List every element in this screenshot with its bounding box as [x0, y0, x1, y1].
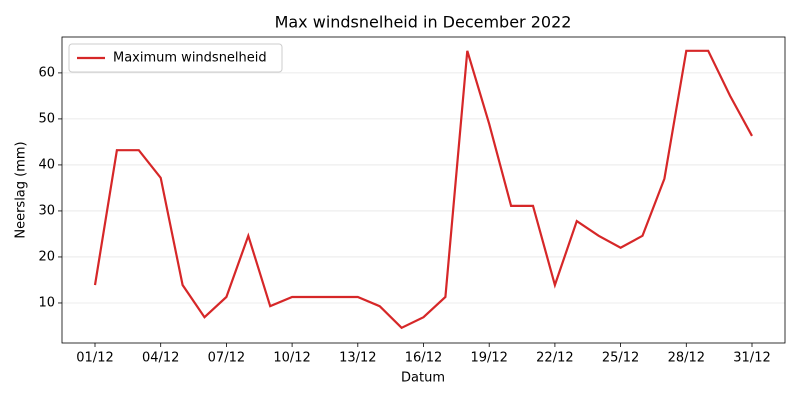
x-tick-label: 31/12	[733, 351, 770, 366]
x-tick-label: 16/12	[405, 351, 442, 366]
y-axis-label: Neerslag (mm)	[14, 141, 29, 238]
x-tick-label: 28/12	[668, 351, 705, 366]
y-tick-label: 40	[38, 157, 55, 172]
x-tick-label: 13/12	[339, 351, 376, 366]
legend-label: Maximum windsnelheid	[113, 51, 267, 66]
legend: Maximum windsnelheid	[68, 43, 283, 73]
x-tick-label: 01/12	[76, 351, 113, 366]
x-tick-label: 07/12	[208, 351, 245, 366]
x-tick-label: 04/12	[142, 351, 179, 366]
legend-box	[68, 43, 283, 73]
chart-title: Max windsnelheid in December 2022	[275, 13, 572, 32]
line-series	[93, 49, 753, 330]
x-tick-label: 22/12	[536, 351, 573, 366]
y-tick-label: 50	[38, 111, 55, 126]
y-tick-label: 60	[38, 65, 55, 80]
y-tick-label: 20	[38, 249, 55, 264]
x-tick-label: 10/12	[273, 351, 310, 366]
x-tick-label: 19/12	[470, 351, 507, 366]
y-tick-label: 10	[38, 295, 55, 310]
x-tick-label: 25/12	[602, 351, 639, 366]
y-tick-label: 30	[38, 203, 55, 218]
plot-frame	[61, 36, 786, 344]
x-axis-label: Datum	[401, 371, 445, 386]
